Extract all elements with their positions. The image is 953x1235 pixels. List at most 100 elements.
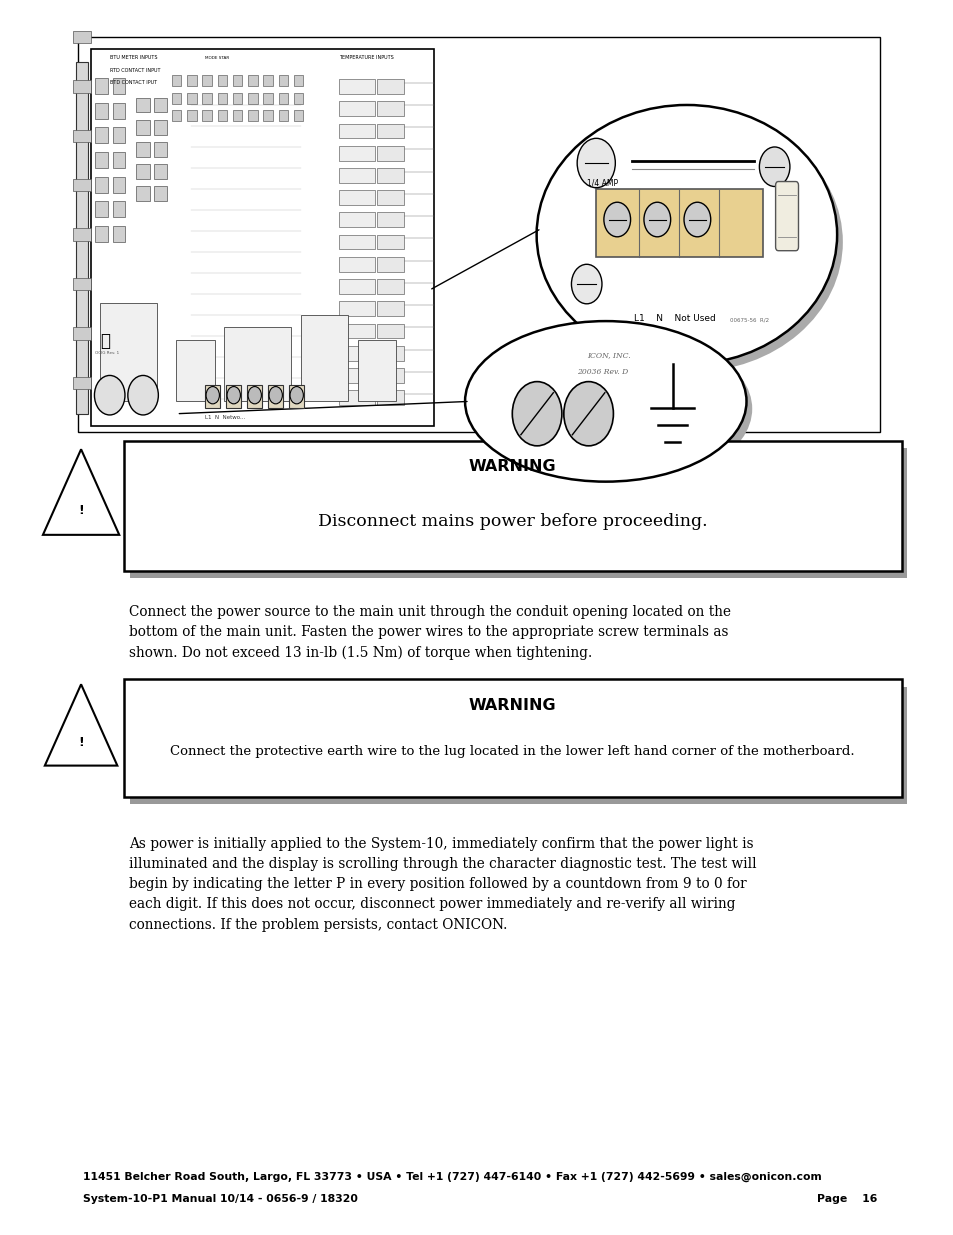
- FancyBboxPatch shape: [376, 168, 403, 183]
- FancyBboxPatch shape: [338, 212, 375, 227]
- FancyBboxPatch shape: [338, 146, 375, 161]
- Ellipse shape: [536, 105, 837, 364]
- FancyBboxPatch shape: [136, 186, 150, 201]
- FancyBboxPatch shape: [376, 79, 403, 94]
- FancyBboxPatch shape: [95, 152, 108, 168]
- Text: Page    16: Page 16: [817, 1194, 877, 1204]
- Circle shape: [643, 203, 670, 237]
- FancyBboxPatch shape: [124, 679, 901, 797]
- FancyBboxPatch shape: [263, 93, 273, 104]
- Polygon shape: [45, 684, 117, 766]
- FancyBboxPatch shape: [357, 340, 395, 401]
- Circle shape: [227, 387, 240, 404]
- Text: L1  N  Netwo...: L1 N Netwo...: [205, 415, 245, 420]
- FancyBboxPatch shape: [376, 346, 403, 361]
- Circle shape: [512, 382, 561, 446]
- Ellipse shape: [541, 112, 842, 372]
- FancyBboxPatch shape: [294, 75, 303, 86]
- Text: BTU METER INPUTS: BTU METER INPUTS: [110, 56, 157, 61]
- FancyBboxPatch shape: [376, 279, 403, 294]
- FancyBboxPatch shape: [136, 98, 150, 112]
- Circle shape: [94, 375, 125, 415]
- Circle shape: [759, 147, 789, 186]
- Text: L1    N    Not Used: L1 N Not Used: [634, 314, 716, 324]
- FancyBboxPatch shape: [136, 120, 150, 135]
- FancyBboxPatch shape: [338, 257, 375, 272]
- FancyBboxPatch shape: [153, 142, 167, 157]
- FancyBboxPatch shape: [130, 687, 906, 804]
- FancyBboxPatch shape: [376, 235, 403, 249]
- FancyBboxPatch shape: [338, 79, 375, 94]
- FancyBboxPatch shape: [338, 301, 375, 316]
- Text: !: !: [78, 736, 84, 750]
- FancyBboxPatch shape: [100, 303, 157, 401]
- FancyBboxPatch shape: [187, 93, 196, 104]
- FancyBboxPatch shape: [596, 189, 762, 257]
- Circle shape: [577, 138, 615, 188]
- FancyBboxPatch shape: [124, 441, 901, 571]
- FancyBboxPatch shape: [76, 62, 88, 414]
- FancyBboxPatch shape: [91, 49, 434, 426]
- FancyBboxPatch shape: [202, 93, 212, 104]
- Text: System-10-P1 Manual 10/14 - 0656-9 / 18320: System-10-P1 Manual 10/14 - 0656-9 / 183…: [83, 1194, 357, 1204]
- FancyBboxPatch shape: [338, 124, 375, 138]
- FancyBboxPatch shape: [112, 177, 125, 193]
- FancyBboxPatch shape: [338, 190, 375, 205]
- FancyBboxPatch shape: [338, 390, 375, 405]
- FancyBboxPatch shape: [376, 146, 403, 161]
- FancyBboxPatch shape: [376, 301, 403, 316]
- FancyBboxPatch shape: [338, 279, 375, 294]
- FancyBboxPatch shape: [73, 80, 91, 93]
- FancyBboxPatch shape: [78, 37, 879, 432]
- FancyBboxPatch shape: [224, 327, 291, 401]
- FancyBboxPatch shape: [775, 182, 798, 251]
- FancyBboxPatch shape: [233, 75, 242, 86]
- FancyBboxPatch shape: [112, 152, 125, 168]
- Text: Disconnect mains power before proceeding.: Disconnect mains power before proceeding…: [317, 513, 707, 530]
- Text: WARNING: WARNING: [469, 698, 556, 713]
- FancyBboxPatch shape: [112, 226, 125, 242]
- Text: Connect the power source to the main unit through the conduit opening located on: Connect the power source to the main uni…: [129, 605, 730, 659]
- FancyBboxPatch shape: [300, 315, 348, 401]
- FancyBboxPatch shape: [73, 130, 91, 142]
- FancyBboxPatch shape: [278, 110, 288, 121]
- FancyBboxPatch shape: [278, 93, 288, 104]
- FancyBboxPatch shape: [153, 120, 167, 135]
- FancyBboxPatch shape: [278, 75, 288, 86]
- FancyBboxPatch shape: [233, 110, 242, 121]
- FancyBboxPatch shape: [294, 93, 303, 104]
- FancyBboxPatch shape: [338, 235, 375, 249]
- Ellipse shape: [470, 329, 751, 489]
- Text: !: !: [78, 504, 84, 517]
- Text: OCIG Rev. 1: OCIG Rev. 1: [95, 352, 119, 356]
- FancyBboxPatch shape: [233, 93, 242, 104]
- Circle shape: [206, 387, 219, 404]
- Text: 00675-56  R/2: 00675-56 R/2: [729, 317, 768, 322]
- FancyBboxPatch shape: [376, 101, 403, 116]
- Text: MODE STAR: MODE STAR: [205, 57, 229, 61]
- FancyBboxPatch shape: [95, 226, 108, 242]
- FancyBboxPatch shape: [153, 98, 167, 112]
- Text: BTD CONTACT IPUT: BTD CONTACT IPUT: [110, 80, 156, 85]
- FancyBboxPatch shape: [247, 385, 262, 408]
- FancyBboxPatch shape: [248, 110, 257, 121]
- Circle shape: [603, 203, 630, 237]
- FancyBboxPatch shape: [217, 93, 227, 104]
- Circle shape: [571, 264, 601, 304]
- FancyBboxPatch shape: [130, 448, 906, 578]
- Circle shape: [290, 387, 303, 404]
- FancyBboxPatch shape: [202, 75, 212, 86]
- Circle shape: [248, 387, 261, 404]
- FancyBboxPatch shape: [205, 385, 220, 408]
- FancyBboxPatch shape: [172, 75, 181, 86]
- FancyBboxPatch shape: [153, 186, 167, 201]
- FancyBboxPatch shape: [95, 177, 108, 193]
- Text: WARNING: WARNING: [469, 459, 556, 474]
- Circle shape: [683, 203, 710, 237]
- Text: 20036 Rev. D: 20036 Rev. D: [577, 368, 628, 377]
- FancyBboxPatch shape: [376, 368, 403, 383]
- Text: 11451 Belcher Road South, Largo, FL 33773 • USA • Tel +1 (727) 447-6140 • Fax +1: 11451 Belcher Road South, Largo, FL 3377…: [83, 1172, 821, 1182]
- FancyBboxPatch shape: [294, 110, 303, 121]
- FancyBboxPatch shape: [95, 127, 108, 143]
- FancyBboxPatch shape: [338, 101, 375, 116]
